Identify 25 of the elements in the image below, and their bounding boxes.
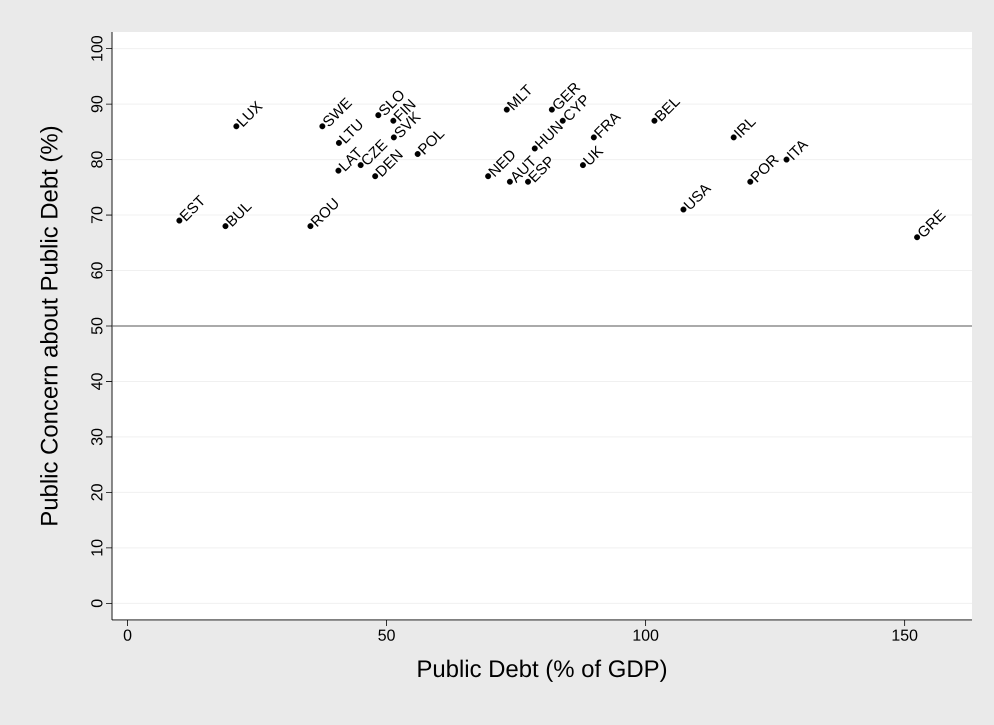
y-tick-label: 0 bbox=[91, 600, 102, 608]
y-tick-label: 20 bbox=[91, 484, 102, 500]
y-tick-label: 100 bbox=[91, 36, 102, 61]
y-tick-label: 50 bbox=[91, 318, 102, 334]
x-tick-label: 150 bbox=[892, 630, 918, 641]
annotation: UK bbox=[582, 145, 604, 164]
y-tick-label: 40 bbox=[91, 373, 102, 390]
y-tick-label: 60 bbox=[91, 262, 102, 279]
y-tick-label: 10 bbox=[91, 540, 102, 556]
annotation: USA bbox=[683, 185, 712, 209]
x-axis-title: Public Debt (% of GDP) bbox=[418, 660, 666, 682]
annotation: ITA bbox=[786, 141, 809, 160]
x-tick-label: 50 bbox=[378, 630, 395, 641]
annotation: BUL bbox=[225, 204, 252, 227]
y-tick-label: 90 bbox=[91, 96, 102, 112]
x-tick-label: 100 bbox=[634, 630, 658, 641]
y-tick-label: 70 bbox=[91, 206, 102, 224]
annotation: LAT bbox=[338, 146, 361, 172]
annotation: BEL bbox=[654, 99, 680, 122]
y-axis-title: Public Concern about Public Debt (%) bbox=[40, 126, 62, 525]
x-tick-label: 0 bbox=[124, 630, 132, 641]
y-tick-label: 80 bbox=[91, 151, 102, 168]
y-tick-label: 30 bbox=[91, 428, 102, 446]
annotation: IRL bbox=[734, 119, 756, 138]
annotation: FRA bbox=[594, 114, 622, 138]
